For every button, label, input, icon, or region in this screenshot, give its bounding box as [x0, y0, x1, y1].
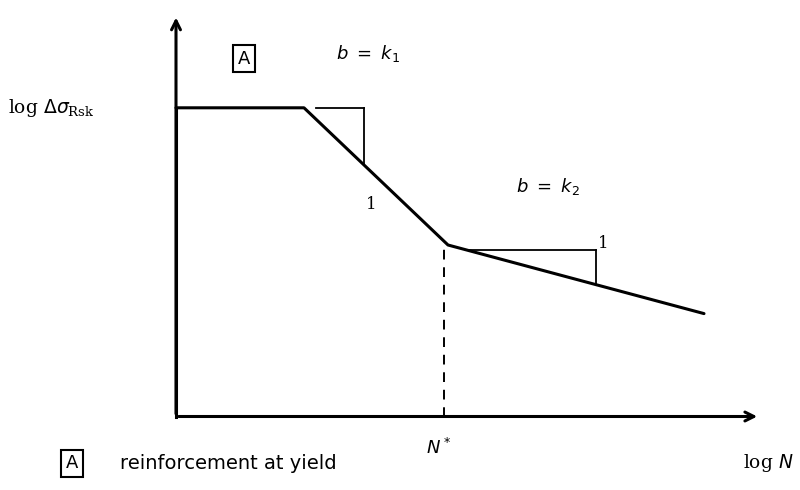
Text: $\it{N}^*$: $\it{N}^*$ [426, 438, 451, 459]
Text: A: A [66, 454, 78, 472]
Text: log $\it{N}$: log $\it{N}$ [742, 452, 794, 474]
Text: log $\Delta\sigma_{\mathregular{Rsk}}$: log $\Delta\sigma_{\mathregular{Rsk}}$ [8, 97, 94, 119]
Text: $\it{b}$ $=$ $\it{k}_1$: $\it{b}$ $=$ $\it{k}_1$ [336, 44, 400, 64]
Text: A: A [238, 50, 250, 68]
Text: reinforcement at yield: reinforcement at yield [120, 454, 337, 472]
Text: 1: 1 [366, 196, 377, 213]
Text: $\it{b}$ $=$ $\it{k}_2$: $\it{b}$ $=$ $\it{k}_2$ [516, 176, 580, 196]
Text: 1: 1 [598, 235, 609, 252]
